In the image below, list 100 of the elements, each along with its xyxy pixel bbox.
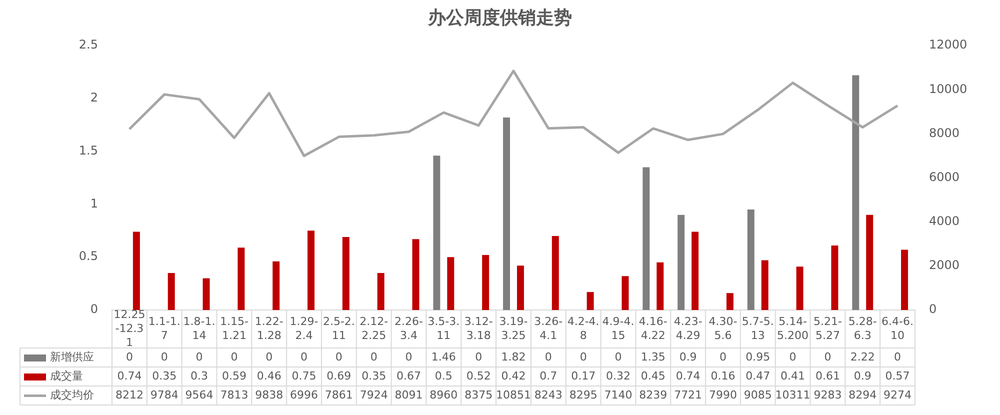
data-label: 0.7 [540, 369, 558, 382]
data-label: 0.9 [679, 350, 697, 364]
bar [866, 214, 874, 310]
x-tick-label: 4.9-4.15 [602, 314, 634, 342]
y-tick-label: 1 [90, 196, 98, 210]
y2-tick-label: 6000 [929, 170, 960, 184]
data-label: 0.9 [854, 369, 872, 382]
x-tick-label: 5.28-6.3 [848, 314, 877, 342]
data-label: 0 [160, 350, 168, 364]
data-label: 9274 [884, 388, 912, 402]
data-label: 0 [614, 350, 622, 364]
data-label: 9085 [744, 388, 772, 402]
data-label: 9283 [814, 388, 842, 402]
data-label: 7861 [324, 388, 353, 402]
bar [831, 245, 838, 310]
x-tick-label: 3.19-3.25 [499, 314, 528, 342]
data-label: 0 [126, 350, 133, 364]
x-tick-label: 4.2-4.8 [567, 314, 600, 342]
bar [272, 261, 280, 310]
data-label: 1.46 [431, 350, 456, 364]
bar [377, 272, 384, 310]
bar [342, 237, 350, 310]
x-tick-label: 2.26-3.4 [394, 314, 424, 342]
data-label: 6996 [290, 388, 318, 402]
data-label: 0.35 [362, 369, 386, 382]
data-label: 9564 [185, 388, 214, 402]
data-label: 0 [335, 350, 342, 364]
data-label: 10851 [496, 388, 531, 402]
x-tick-label: 5.14-5.200 [777, 314, 809, 342]
bar [747, 210, 754, 310]
x-tick-label: 3.12-3.18 [464, 314, 493, 342]
bar [678, 214, 685, 310]
data-label: 0 [370, 350, 378, 364]
x-tick-label: 2.12-2.25 [360, 314, 388, 342]
bar [516, 266, 524, 310]
x-tick-label: 4.30-5.6 [708, 314, 738, 342]
y-tick-label: 2 [90, 90, 98, 105]
data-label: 0.75 [292, 369, 316, 382]
y2-tick-label: 4000 [929, 214, 960, 228]
y-tick-label: 0.5 [78, 249, 98, 264]
data-label: 0 [789, 350, 796, 364]
data-label: 0.3 [190, 369, 208, 382]
data-label: 0 [266, 350, 273, 364]
data-label: 0.32 [606, 369, 630, 382]
data-label: 8091 [394, 388, 423, 402]
chart-title: 办公周度供销走势 [427, 7, 572, 28]
data-label: 8243 [534, 388, 562, 402]
data-label: 8295 [569, 388, 598, 402]
data-label: 0 [580, 350, 587, 364]
data-label: 0 [196, 350, 203, 364]
data-label: 7813 [220, 388, 248, 402]
data-label: 0.16 [710, 369, 736, 382]
legend-label: 成交量 [50, 369, 83, 382]
data-label: 0.5 [434, 369, 452, 382]
bar [132, 232, 140, 310]
bar [796, 266, 804, 310]
data-label: 0 [230, 350, 238, 364]
bar [692, 232, 699, 310]
bar [901, 250, 908, 310]
x-tick-label: 1.29-2.4 [290, 314, 318, 342]
data-label: 8960 [430, 388, 458, 402]
data-label: 1.82 [501, 350, 526, 364]
data-label: 0.69 [326, 369, 352, 382]
data-label: 0.61 [815, 369, 840, 382]
bar [761, 260, 768, 310]
data-label: 0.17 [571, 369, 596, 382]
bar [552, 236, 559, 310]
data-label: 0 [719, 350, 726, 364]
data-label: 0.67 [396, 369, 422, 382]
data-label: 2.22 [850, 350, 875, 364]
bar [168, 272, 175, 310]
data-label: 7140 [604, 388, 632, 402]
data-label: 0 [475, 350, 482, 364]
data-label: 10311 [775, 388, 810, 402]
bar [238, 248, 245, 310]
bar [586, 292, 594, 310]
bar [447, 257, 454, 310]
x-tick-label: 6.4-6.10 [882, 314, 914, 342]
x-tick-label: 1.8-1.14 [183, 314, 216, 342]
data-label: 9838 [255, 388, 284, 402]
data-label: 0.42 [501, 369, 526, 382]
x-tick-label: 4.23-4.29 [674, 314, 702, 342]
data-label: 0 [544, 350, 552, 364]
y2-tick-label: 0 [929, 302, 937, 316]
data-label: 0.45 [640, 369, 666, 382]
data-label: 8375 [464, 388, 493, 402]
bar [308, 230, 314, 310]
x-tick-label: 5.21-5.27 [813, 314, 842, 342]
data-label: 0 [405, 350, 412, 364]
bar [726, 293, 734, 310]
data-label: 0.74 [676, 369, 700, 382]
data-label: 9784 [150, 388, 178, 402]
bar [433, 156, 440, 310]
data-label: 0.57 [885, 369, 910, 382]
data-label: 0 [894, 350, 902, 364]
data-label: 8294 [848, 388, 877, 402]
legend-label: 成交均价 [50, 388, 94, 402]
y-tick-label: 0 [90, 302, 98, 316]
data-label: 0.59 [222, 369, 246, 382]
bar [482, 255, 490, 310]
